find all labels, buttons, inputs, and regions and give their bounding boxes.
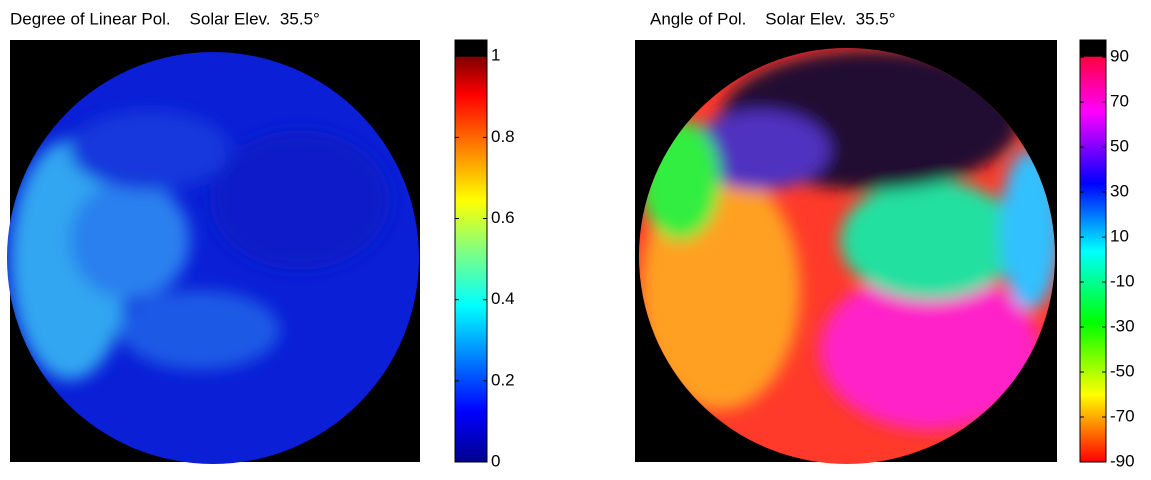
- image-aop: [635, 40, 1057, 464]
- colorbar-tick-label: -10: [1110, 272, 1135, 291]
- colorbar-tick-label: 10: [1110, 227, 1129, 246]
- colorbar: [454, 39, 488, 463]
- colorbar: [1079, 39, 1107, 463]
- colorbar-tick-label: -90: [1110, 451, 1135, 470]
- colorbar-tick-label: 0: [491, 451, 500, 470]
- colorbar-tick-label: 1: [491, 46, 500, 65]
- colorbar-tick-label: -70: [1110, 406, 1135, 425]
- chart-title: Degree of Linear Pol. Solar Elev. 35.5°: [10, 9, 320, 28]
- colorbar-tick-label: 70: [1110, 92, 1129, 111]
- colorbar-tick-label: 0.8: [491, 127, 515, 146]
- colorbar-tick-label: 30: [1110, 182, 1129, 201]
- colorbar-tick-label: 90: [1110, 47, 1129, 66]
- colorbar-tick-label: -50: [1110, 362, 1135, 381]
- colorbar-tick-label: -30: [1110, 317, 1135, 336]
- colorbar-tick-label: 50: [1110, 137, 1129, 156]
- image-dolp: [7, 40, 420, 464]
- colorbar-tick-label: 0.2: [491, 370, 515, 389]
- colorbar-tick-label: 0.4: [491, 289, 515, 308]
- colorbar-tick-label: 0.6: [491, 208, 515, 227]
- chart-title: Angle of Pol. Solar Elev. 35.5°: [650, 9, 896, 28]
